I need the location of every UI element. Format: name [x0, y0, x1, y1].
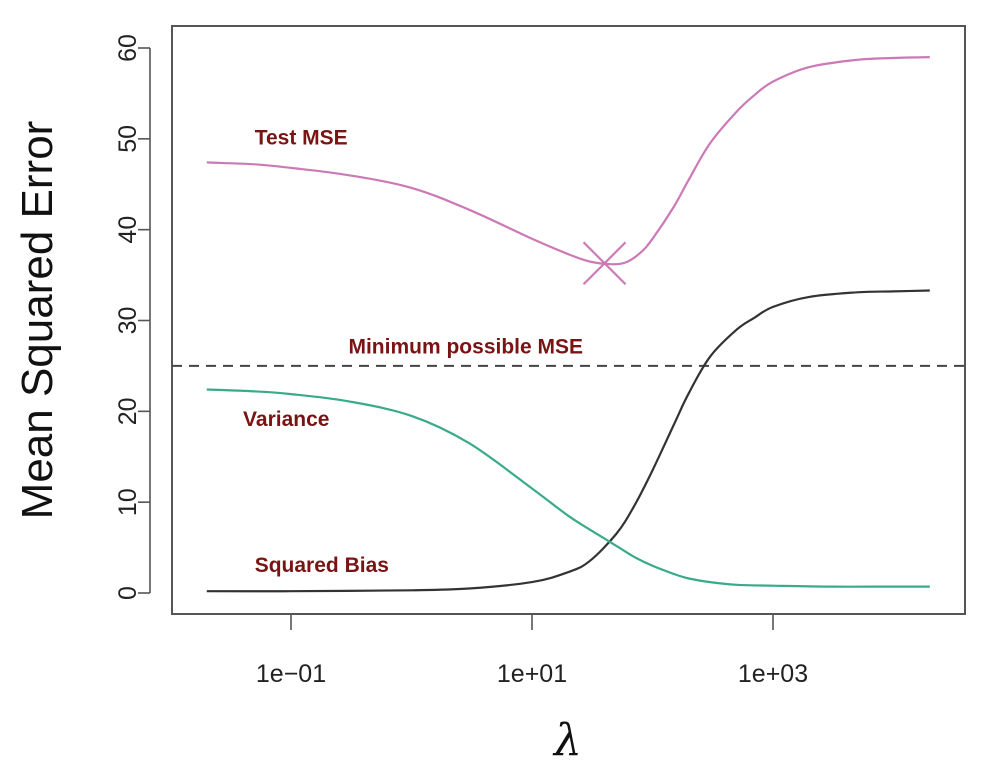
y-axis: 0 10 20 30 40 50 60 — [114, 34, 151, 600]
minimum-cross-marker — [582, 241, 627, 286]
squared-bias-label: Squared Bias — [255, 554, 389, 577]
x-axis: 1e−01 1e+01 1e+03 — [256, 613, 808, 688]
plot-area — [172, 56, 965, 593]
y-axis-label: Mean Squared Error — [13, 121, 62, 520]
y-tick-label: 10 — [114, 488, 142, 516]
minimum-possible-mse-label: Minimum possible MSE — [348, 335, 583, 358]
y-tick-label: 20 — [114, 397, 142, 425]
plot-frame — [171, 25, 966, 615]
y-tick-label: 0 — [114, 586, 142, 600]
variance-line — [206, 388, 930, 588]
y-tick-label: 60 — [114, 34, 142, 62]
x-tick-label: 1e−01 — [256, 660, 326, 688]
y-tick-label: 30 — [114, 307, 142, 335]
test-mse-line — [206, 56, 930, 266]
x-tick-label: 1e+01 — [497, 660, 567, 688]
variance-label: Variance — [243, 408, 329, 431]
y-tick-label: 40 — [114, 216, 142, 244]
squared-bias-line — [206, 289, 930, 593]
y-tick-label: 50 — [114, 125, 142, 153]
test-mse-label: Test MSE — [255, 126, 348, 149]
x-axis-label: λ — [552, 715, 582, 766]
annotations: Test MSE Minimum possible MSE Variance Squa… — [243, 126, 583, 577]
x-tick-label: 1e+03 — [738, 660, 808, 688]
